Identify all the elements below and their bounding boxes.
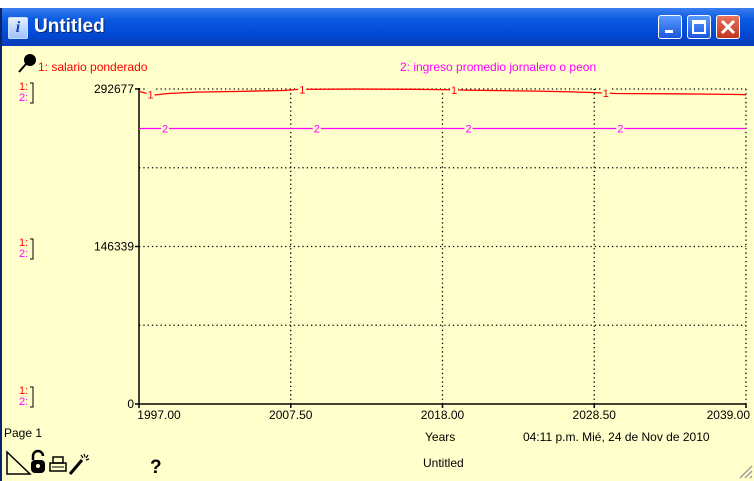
- marker-2-label: 2:: [19, 248, 28, 260]
- axis-marker-top: 1: 2:: [19, 81, 34, 104]
- series-marker-1: 1: [451, 85, 457, 97]
- marker-2-label: 2:: [19, 92, 28, 104]
- print-icon[interactable]: [49, 456, 67, 472]
- pushpin-icon[interactable]: [18, 54, 36, 73]
- marker-2-label: 2:: [19, 396, 28, 408]
- maximize-button[interactable]: [687, 15, 711, 39]
- series-marker-2: 2: [465, 123, 471, 135]
- tick-labels: 0 146339 292677 1997.00 2007.50 2018.00 2028.5…: [94, 82, 750, 422]
- axis-marker-mid: 1: 2:: [19, 237, 34, 260]
- model-name: Untitled: [423, 456, 464, 470]
- chart-window: i Untitled: [0, 8, 754, 481]
- grid-lines: [139, 88, 747, 404]
- magic-wand-icon[interactable]: [68, 453, 90, 475]
- x-axis-label: Years: [425, 430, 456, 444]
- title-bar[interactable]: i Untitled: [2, 8, 754, 46]
- help-button[interactable]: ?: [150, 457, 162, 478]
- marker-1-label: 1:: [19, 81, 28, 93]
- x-tick-label: 2039.00: [707, 408, 751, 422]
- series-marker-bg: [146, 88, 155, 100]
- minimize-icon: [665, 30, 673, 33]
- timestamp: 04:11 p.m. Mié, 24 de Nov de 2010: [523, 430, 710, 444]
- marker-1-label: 1:: [19, 237, 28, 249]
- close-icon: [720, 19, 736, 35]
- x-tick-label: 2007.50: [269, 408, 313, 422]
- axes: [135, 88, 747, 408]
- series-marker-bg: [601, 87, 610, 99]
- x-tick-label: 2018.00: [421, 408, 465, 422]
- page-label: Page 1: [4, 426, 43, 440]
- axis-marker-bottom: 1: 2:: [19, 385, 34, 408]
- series-line-1: [138, 88, 747, 96]
- resize-grip-icon[interactable]: [739, 465, 753, 479]
- x-tick-label: 1997.00: [137, 408, 181, 422]
- series-marker-2: 2: [162, 123, 168, 135]
- minimize-button[interactable]: [658, 15, 682, 39]
- window-title: Untitled: [34, 16, 105, 37]
- series-marker-bg: [464, 122, 473, 134]
- series-marker-1: 1: [147, 89, 153, 101]
- footer-toolbar: ?: [6, 449, 162, 478]
- app-info-icon: i: [8, 17, 28, 39]
- page-corner-icon[interactable]: [6, 450, 32, 475]
- y-tick-label: 0: [127, 397, 134, 411]
- series-marker-bg: [161, 122, 170, 134]
- series-lines: 1 1 1 1 2 2 2 2: [138, 83, 747, 135]
- series-marker-bg: [616, 122, 625, 134]
- x-tick-label: 2028.50: [573, 408, 617, 422]
- series-marker-bg: [312, 122, 321, 134]
- series-marker-2: 2: [617, 123, 623, 135]
- series-marker-1: 1: [299, 84, 305, 96]
- series-marker-1: 1: [603, 88, 609, 100]
- y-tick-label: 292677: [94, 82, 134, 96]
- legend-series-1: 1: salario ponderado: [38, 60, 148, 74]
- lock-icon[interactable]: [31, 449, 45, 473]
- maximize-icon: [692, 20, 706, 34]
- marker-1-label: 1:: [19, 385, 28, 397]
- y-tick-label: 146339: [94, 240, 134, 254]
- close-button[interactable]: [716, 15, 740, 39]
- legend-series-2: 2: ingreso promedio jornalero o peon: [400, 60, 596, 74]
- series-marker-bg: [450, 83, 459, 95]
- series-marker-2: 2: [314, 123, 320, 135]
- series-marker-bg: [298, 83, 307, 95]
